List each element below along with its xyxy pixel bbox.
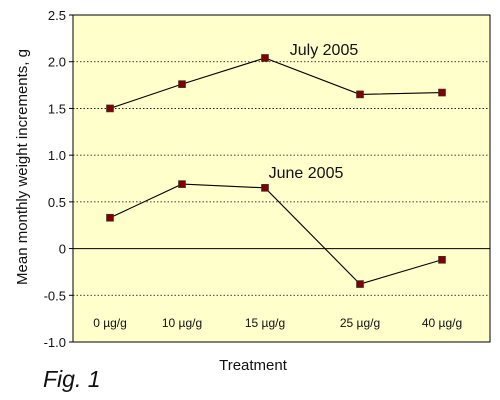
y-tick-label: 1.0 [48,148,66,163]
x-tick-label: 0 µg/g [93,316,127,330]
data-point [106,213,114,222]
series-label: July 2005 [290,42,359,59]
x-tick-labels: 0 µg/g 10 µg/g 15 µg/g 25 µg/g 40 µg/g [93,316,462,330]
data-point [438,88,446,97]
grid-lines [73,61,490,296]
y-tick-label: -0.5 [44,288,66,303]
series-label: June 2005 [269,165,344,182]
data-point [106,104,114,113]
x-tick-label: 25 µg/g [340,316,380,330]
x-tick-label: 40 µg/g [422,316,462,330]
x-tick-label: 15 µg/g [245,316,285,330]
y-tick-label: -1.0 [44,335,66,350]
data-point [261,184,269,192]
data-point [261,54,269,62]
plot-area [72,14,491,343]
series-labels: July 2005 June 2005 [269,42,359,182]
data-point [356,90,364,99]
data-point [178,80,186,88]
x-axis-label: Treatment [219,357,288,374]
y-tick-label: 2.5 [48,8,66,23]
y-tick-label: 0 [59,242,66,257]
y-axis-label: Mean monthly weight increments, g [14,49,31,285]
data-point [178,180,186,188]
y-tick-label: 2.0 [48,55,66,70]
figure-caption: Fig. 1 [43,366,101,392]
data-point [438,255,446,264]
y-tick-label: 0.5 [48,195,66,210]
data-point [356,280,364,288]
y-tick-labels: 2.5 2.0 1.5 1.0 0.5 0 -0.5 -1.0 [44,8,73,350]
x-tick-label: 10 µg/g [162,316,202,330]
series-lines [106,54,446,288]
y-tick-label: 1.5 [48,101,66,116]
